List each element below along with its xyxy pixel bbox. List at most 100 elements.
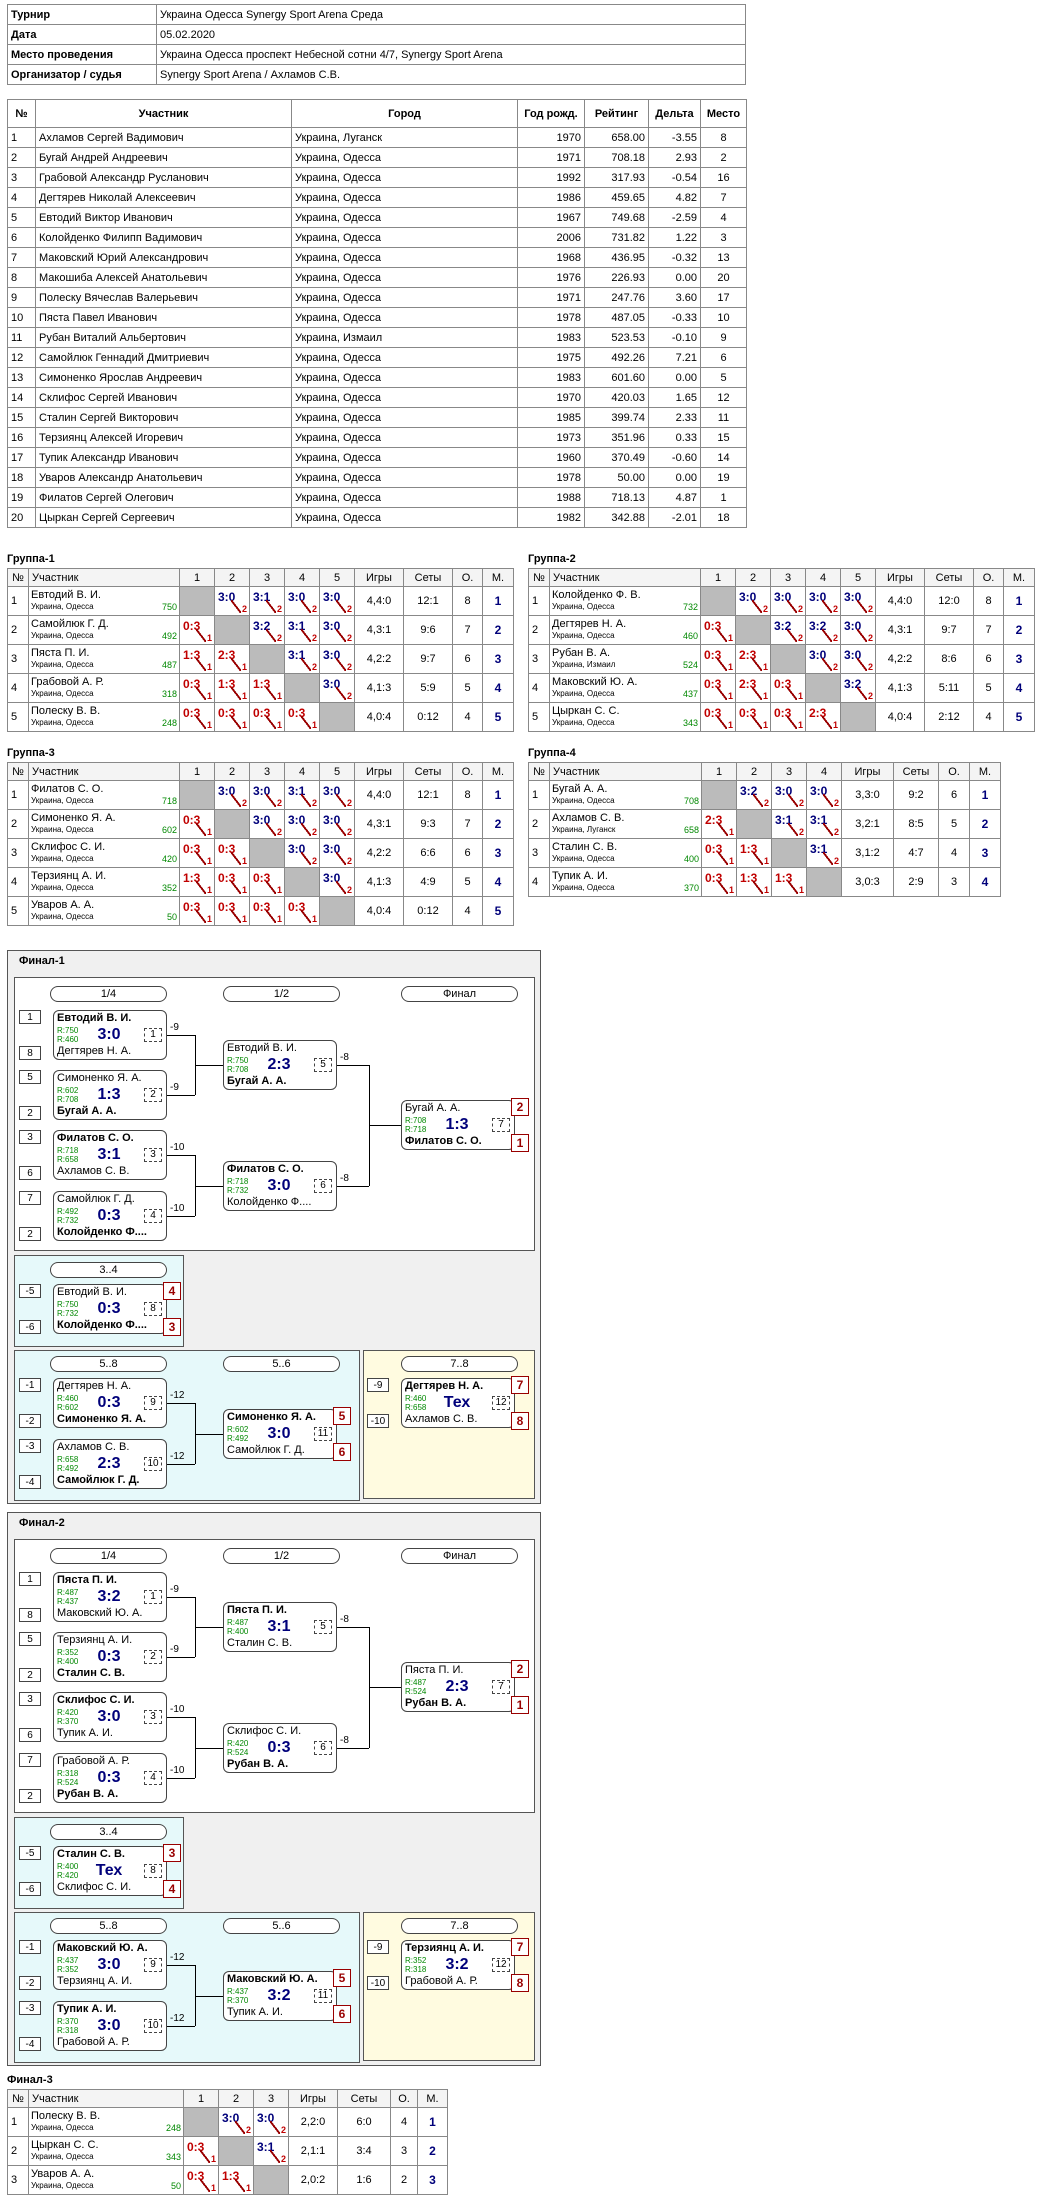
slash xyxy=(336,658,346,671)
player-rating: R:658 xyxy=(57,1155,79,1164)
points: 2 xyxy=(867,662,873,672)
participant-cell: 399.74 xyxy=(584,407,649,428)
sets: 8:6 xyxy=(924,644,974,674)
player-rating: R:420 xyxy=(57,1871,79,1880)
points: 1 xyxy=(832,720,838,730)
participant-cell: Украина, Одесса xyxy=(291,387,518,408)
participant-row: 14 Склифос Сергей Иванович Украина, Одесса… xyxy=(7,387,747,408)
participant-cell: Украина, Одесса xyxy=(291,447,518,468)
score: 0:3 xyxy=(267,1739,291,1756)
score-cell: 3:0 2 xyxy=(840,644,876,674)
score-cell: 0:3 1 xyxy=(284,896,320,926)
score-cell: 0:3 1 xyxy=(735,702,771,732)
row-number: 1 xyxy=(528,780,550,810)
sets: 2:12 xyxy=(924,702,974,732)
participant-cell: 7.21 xyxy=(648,347,701,368)
slash xyxy=(717,629,727,642)
player-rating: R:400 xyxy=(227,1627,249,1636)
slash xyxy=(822,716,832,729)
header-cell: 4 xyxy=(806,762,842,781)
participant-cell: 3.60 xyxy=(648,287,701,308)
score-cell: 0:3 1 xyxy=(249,867,285,897)
points-total: 6 xyxy=(452,644,483,674)
score: Тех xyxy=(443,1394,471,1411)
header-cell: М. xyxy=(417,2089,448,2108)
score-cell xyxy=(771,838,807,868)
points: 1 xyxy=(727,691,733,701)
match: Евтодий В. И. R:750 Бугай А. А. R:708 2:3 5 xyxy=(223,1040,337,1090)
group-row: 5 Уваров А. А. Украина, Одесса 50 0:3 1 0:3 1 0:… xyxy=(7,896,514,926)
points: 1 xyxy=(762,691,768,701)
participant-row: 10 Пяста Павел Иванович Украина, Одесса 197… xyxy=(7,307,747,328)
header-cell: Участник xyxy=(28,762,180,781)
group-row: 2 Дегтярев Н. А. Украина, Одесса 460 0:3 1 3:2… xyxy=(528,615,1035,645)
player-name: Дегтярев Н. А. xyxy=(552,618,627,630)
header-row: № Участник 1 2 3 4 Игры Сеты О. М. xyxy=(528,762,1001,781)
player-name: Сталин С. В. xyxy=(57,1667,125,1679)
header-cell: 1 xyxy=(179,568,215,587)
match-number: 12 xyxy=(492,1958,510,1972)
player-name: Самойлюк Г. Д. xyxy=(227,1444,305,1456)
group-row: 3 Сталин С. В. Украина, Одесса 400 0:3 1 1:3 1 3… xyxy=(528,838,1001,868)
player-sub: Украина, Одесса 437 xyxy=(552,688,698,699)
round-label: 1/4 xyxy=(50,986,167,1002)
header-cell: Участник xyxy=(549,762,702,781)
info-label: Организатор / судья xyxy=(7,64,157,85)
participant-row: 1 Ахламов Сергей Вадимович Украина, Луганс… xyxy=(7,127,747,148)
player-rating: R:750 xyxy=(227,1056,249,1065)
slash xyxy=(231,600,241,613)
points: 1 xyxy=(276,720,282,730)
score: 2:3 xyxy=(445,1678,469,1695)
points: 2 xyxy=(346,856,352,866)
score: 3:0 xyxy=(97,1708,121,1725)
row-number: 2 xyxy=(7,809,29,839)
player-rating: 318 xyxy=(161,689,177,699)
score-cell: 0:3 1 xyxy=(700,702,736,732)
next-match: -9 xyxy=(170,1082,179,1093)
participant-cell: Тупик Александр Иванович xyxy=(35,447,292,468)
place: 3 xyxy=(482,838,514,868)
score-cell: 3:0 2 xyxy=(218,2107,254,2137)
group-table: № Участник 1 2 3 4 5 Игры Сеты О. М. 1 Колойденко Ф.… xyxy=(528,568,1035,732)
participant-row: 18 Уваров Александр Анатольевич Украина, О… xyxy=(7,467,747,488)
points: 2 xyxy=(311,662,317,672)
header-cell: Дельта xyxy=(648,99,701,128)
score-cell: 3:0 2 xyxy=(319,615,355,645)
participant-cell: 16 xyxy=(7,427,36,448)
slash xyxy=(231,910,241,923)
info-row: Место проведения Украина Одесса проспект … xyxy=(7,44,746,65)
participant-cell: Евтодий Виктор Иванович xyxy=(35,207,292,228)
slash xyxy=(717,716,727,729)
player-sub: Украина, Одесса 248 xyxy=(31,717,177,728)
player-rating: R:420 xyxy=(57,1708,79,1717)
group-row: 2 Ахламов С. В. Украина, Луганск 658 2:3 1 3:1… xyxy=(528,809,1001,839)
round-label: 1/4 xyxy=(50,1548,167,1564)
connector xyxy=(167,1464,195,1465)
participant-row: 8 Макошиба Алексей Анатольевич Украина, Од… xyxy=(7,267,747,288)
connector xyxy=(195,1965,196,2026)
points-total: 3 xyxy=(390,2136,418,2166)
info-value: Украина Одесса проспект Небесной сотни 4… xyxy=(156,44,746,65)
match: Филатов С. О. R:718 Ахламов С. В. R:658 3:1 3 xyxy=(53,1130,167,1180)
final-place: 7 xyxy=(511,1376,529,1394)
participant-cell: 20 xyxy=(700,267,747,288)
player-city: Украина, Одесса xyxy=(31,718,94,727)
points: 2 xyxy=(763,798,769,808)
slash xyxy=(231,687,241,700)
player-rating: R:318 xyxy=(405,1965,427,1974)
participant-cell: 523.53 xyxy=(584,327,649,348)
participant-cell: 2006 xyxy=(517,227,585,248)
games: 2,1:1 xyxy=(288,2136,338,2166)
score-cell xyxy=(840,702,876,732)
score-cell: 0:3 1 xyxy=(700,615,736,645)
score-cell: 3:0 2 xyxy=(214,586,250,616)
score: 3:0 xyxy=(267,1425,291,1442)
group-row: 1 Филатов С. О. Украина, Одесса 718 3:0 2 3:0 2… xyxy=(7,780,514,810)
score-cell: 2:3 1 xyxy=(735,644,771,674)
player-city: Украина, Одесса xyxy=(552,718,615,727)
header-cell: № xyxy=(7,762,29,781)
participant-cell: 1970 xyxy=(517,387,585,408)
score-cell: 0:3 1 xyxy=(183,2165,219,2195)
seed: 1 xyxy=(19,1010,41,1024)
